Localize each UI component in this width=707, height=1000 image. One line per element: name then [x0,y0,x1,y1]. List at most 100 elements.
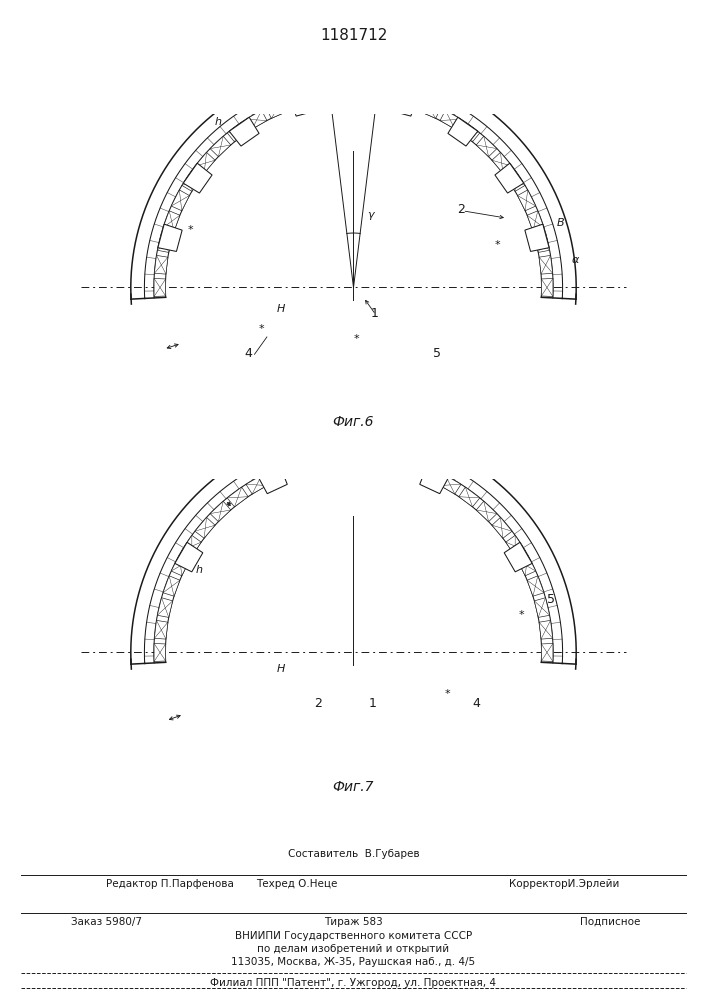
Polygon shape [492,517,512,538]
Text: H: H [276,304,285,314]
Text: Филиал ППП "Патент", г. Ужгород, ул. Проектная, 4: Филиал ППП "Патент", г. Ужгород, ул. Про… [211,978,496,988]
Text: КорректорИ.Эрлейи: КорректорИ.Эрлейи [509,879,619,889]
Polygon shape [378,455,397,469]
Polygon shape [267,101,287,118]
Polygon shape [477,136,497,157]
Polygon shape [356,453,374,465]
Polygon shape [341,453,366,472]
Polygon shape [163,211,180,231]
Polygon shape [518,190,536,211]
Polygon shape [183,163,212,193]
Polygon shape [158,233,173,252]
Polygon shape [210,501,230,522]
Text: 113035, Москва, Ж-35, Раушская наб., д. 4/5: 113035, Москва, Ж-35, Раушская наб., д. … [231,957,476,967]
Text: ВНИИПИ Государственного комитета СССР: ВНИИПИ Государственного комитета СССР [235,931,472,941]
Text: Подписное: Подписное [580,917,640,927]
Polygon shape [288,459,308,475]
Polygon shape [182,535,201,556]
Polygon shape [288,94,308,110]
Polygon shape [399,94,419,110]
Polygon shape [477,501,497,522]
Polygon shape [534,233,549,252]
Text: *: * [494,240,500,250]
Polygon shape [492,152,512,173]
Polygon shape [229,117,259,146]
Polygon shape [310,90,329,104]
Polygon shape [246,110,267,129]
Text: Техред О.Неце: Техред О.Неце [256,879,338,889]
Polygon shape [154,255,168,274]
Text: Заказ 5980/7: Заказ 5980/7 [71,917,141,927]
Text: 5: 5 [547,593,554,606]
Text: h: h [195,565,202,575]
Text: Фиг.7: Фиг.7 [333,780,374,794]
Polygon shape [290,92,317,116]
Polygon shape [227,122,248,142]
Polygon shape [210,136,230,157]
Polygon shape [163,576,180,596]
Text: 1: 1 [368,697,376,710]
Polygon shape [182,170,201,191]
Polygon shape [506,170,525,191]
Polygon shape [527,211,544,231]
Polygon shape [341,88,366,107]
Polygon shape [227,487,248,507]
Text: *: * [519,610,525,620]
Polygon shape [527,576,544,596]
Text: 2: 2 [457,203,465,216]
Text: α: α [571,255,578,265]
Text: 1: 1 [370,307,379,320]
Text: 4: 4 [472,697,480,710]
Polygon shape [171,190,189,211]
Text: по делам изобретений и открытий: по делам изобретений и открытий [257,944,450,954]
Text: H: H [276,664,285,674]
Polygon shape [390,92,417,116]
Polygon shape [539,620,553,639]
Polygon shape [506,535,525,556]
Text: *: * [187,225,193,235]
Polygon shape [310,455,329,469]
Text: 2: 2 [314,697,322,710]
Polygon shape [333,453,351,465]
Polygon shape [518,555,536,576]
Polygon shape [246,475,267,494]
Polygon shape [459,122,480,142]
Text: h: h [214,117,221,127]
Polygon shape [175,542,203,572]
Text: *: * [259,324,264,334]
Text: Составитель  В.Губарев: Составитель В.Губарев [288,849,419,859]
Polygon shape [333,88,351,100]
Polygon shape [504,542,532,572]
Text: В: В [556,218,564,228]
Polygon shape [258,467,287,494]
Polygon shape [420,466,440,483]
Polygon shape [542,278,553,296]
Polygon shape [154,620,168,639]
Text: Фиг.6: Фиг.6 [333,415,374,429]
Polygon shape [534,598,549,617]
Polygon shape [356,88,374,100]
Polygon shape [154,643,165,661]
Text: Тираж 583: Тираж 583 [324,917,383,927]
Polygon shape [158,224,182,251]
Polygon shape [420,101,440,118]
Text: 1181712: 1181712 [320,28,387,43]
Polygon shape [171,555,189,576]
Text: 5: 5 [433,347,440,360]
Polygon shape [440,110,461,129]
Polygon shape [440,475,461,494]
Polygon shape [542,643,553,661]
Text: γ: γ [367,210,374,220]
Polygon shape [378,90,397,104]
Text: *: * [354,334,358,344]
Polygon shape [399,459,419,475]
Polygon shape [158,598,173,617]
Text: Редактор П.Парфенова: Редактор П.Парфенова [106,879,234,889]
Polygon shape [525,224,549,251]
Polygon shape [267,466,287,483]
Polygon shape [495,163,524,193]
Polygon shape [195,517,215,538]
Polygon shape [448,117,478,146]
Polygon shape [420,467,449,494]
Polygon shape [195,152,215,173]
